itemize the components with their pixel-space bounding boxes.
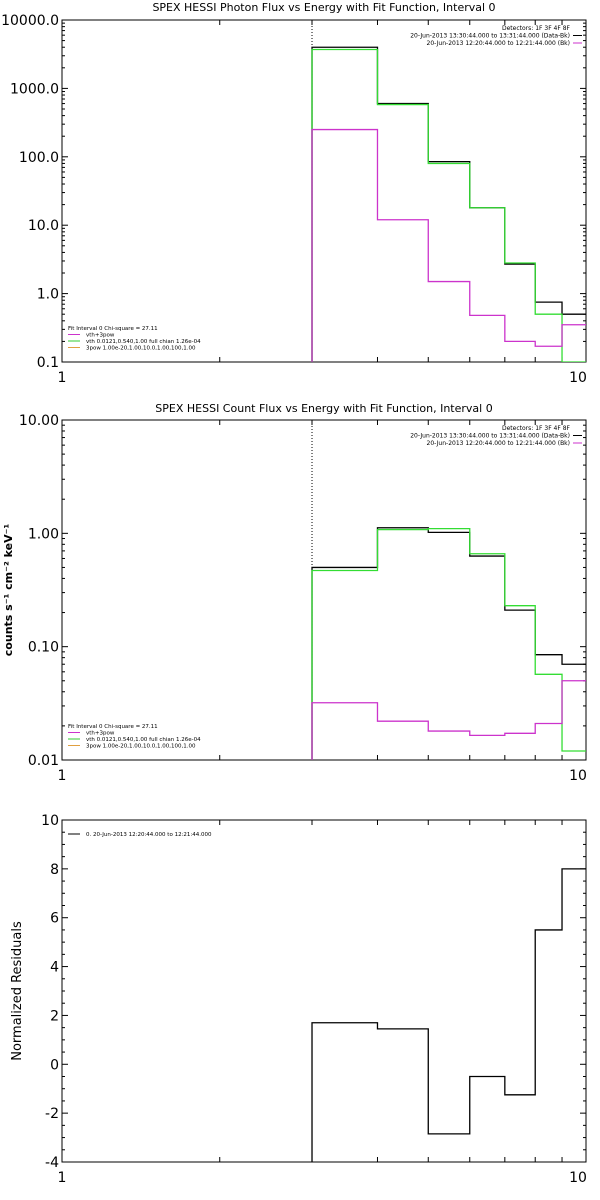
series-line-2 xyxy=(312,529,586,760)
chart-title: SPEX HESSI Photon Flux vs Energy with Fi… xyxy=(152,1,495,14)
legend-text: 3pow 1.00e-20,1.00,10.0,1.00,100,1.00 xyxy=(86,744,196,750)
chart-panel-2: SPEX HESSI Count Flux vs Energy with Fit… xyxy=(2,402,587,784)
chart-panel-1: SPEX HESSI Photon Flux vs Energy with Fi… xyxy=(1,1,587,386)
y-tick-label: 2 xyxy=(50,1008,59,1024)
legend-text: vth+3pow xyxy=(86,731,115,737)
legend-text: 3pow 1.00e-20,1.00,10.0,1.00,100,1.00 xyxy=(86,346,196,352)
y-tick-label: 10 xyxy=(41,813,59,829)
detector-info-text: 20-Jun-2013 12:20:44.000 to 12:21:44.000… xyxy=(427,440,570,447)
y-axis-label: counts s⁻¹ cm⁻² keV⁻¹ xyxy=(2,524,15,657)
y-tick-label: -2 xyxy=(45,1106,59,1122)
plot-frame xyxy=(62,420,586,760)
series-line-2 xyxy=(312,50,586,362)
y-tick-label: -4 xyxy=(45,1155,59,1171)
y-tick-label: 1.0 xyxy=(37,287,59,303)
detector-info-text: Detectors: 1F 3F 4F 8F xyxy=(502,425,571,432)
y-tick-label: 10.0 xyxy=(28,218,59,234)
y-tick-label: 0.01 xyxy=(28,753,59,769)
y-tick-label: 6 xyxy=(50,911,59,927)
y-tick-label: 8 xyxy=(50,862,59,878)
y-tick-label: 10000.0 xyxy=(1,13,59,29)
y-tick-label: 100.0 xyxy=(19,150,59,166)
plot-frame xyxy=(62,820,586,1162)
legend-text: Fit Interval 0 Chi-square = 27.11 xyxy=(68,724,158,730)
x-tick-label: 10 xyxy=(569,1170,587,1186)
series-line-1 xyxy=(312,869,586,1162)
legend-text: Fit Interval 0 Chi-square = 27.11 xyxy=(68,326,158,332)
x-tick-label: 1 xyxy=(58,768,67,784)
x-tick-label: 1 xyxy=(58,370,67,386)
chart-panel-3: Normalized Residuals -4 -2 0 2 4 6 8 10 1 10 0. 20-… xyxy=(10,813,587,1186)
y-tick-label: 10.00 xyxy=(19,413,59,429)
legend-text: vth+3pow xyxy=(86,333,115,339)
series-group xyxy=(312,869,586,1162)
series-group xyxy=(312,47,586,362)
detector-info-text: 20-Jun-2013 13:30:44.000 to 13:31:44.000… xyxy=(410,33,570,40)
y-tick-label: 0 xyxy=(50,1057,59,1073)
series-line-3 xyxy=(312,130,586,362)
y-axis-label: Normalized Residuals xyxy=(10,921,25,1061)
legend-text: vth 0.0121,0.540,1.00 full chian 1.26e-0… xyxy=(86,737,201,743)
chart-title: SPEX HESSI Count Flux vs Energy with Fit… xyxy=(155,402,492,415)
y-tick-label: 0.1 xyxy=(37,355,59,371)
legend-text: 0. 20-Jun-2013 12:20:44.000 to 12:21:44.… xyxy=(86,832,212,838)
x-tick-label: 1 xyxy=(58,1170,67,1186)
y-tick-label: 1.00 xyxy=(28,526,59,542)
y-tick-label: 1000.0 xyxy=(10,81,59,97)
plot-frame xyxy=(62,20,586,362)
detector-info-text: Detectors: 1F 3F 4F 8F xyxy=(502,25,571,32)
detector-info-text: 20-Jun-2013 12:20:44.000 to 12:21:44.000… xyxy=(427,40,570,47)
y-tick-label: 4 xyxy=(50,960,59,976)
series-line-1 xyxy=(312,528,586,760)
detector-info-text: 20-Jun-2013 13:30:44.000 to 13:31:44.000… xyxy=(410,433,570,440)
legend-text: vth 0.0121,0.540,1.00 full chian 1.26e-0… xyxy=(86,339,201,345)
y-tick-label: 0.10 xyxy=(28,640,59,656)
series-line-3 xyxy=(312,681,586,760)
x-tick-label: 10 xyxy=(569,370,587,386)
series-group xyxy=(312,528,586,760)
x-tick-label: 10 xyxy=(569,768,587,784)
